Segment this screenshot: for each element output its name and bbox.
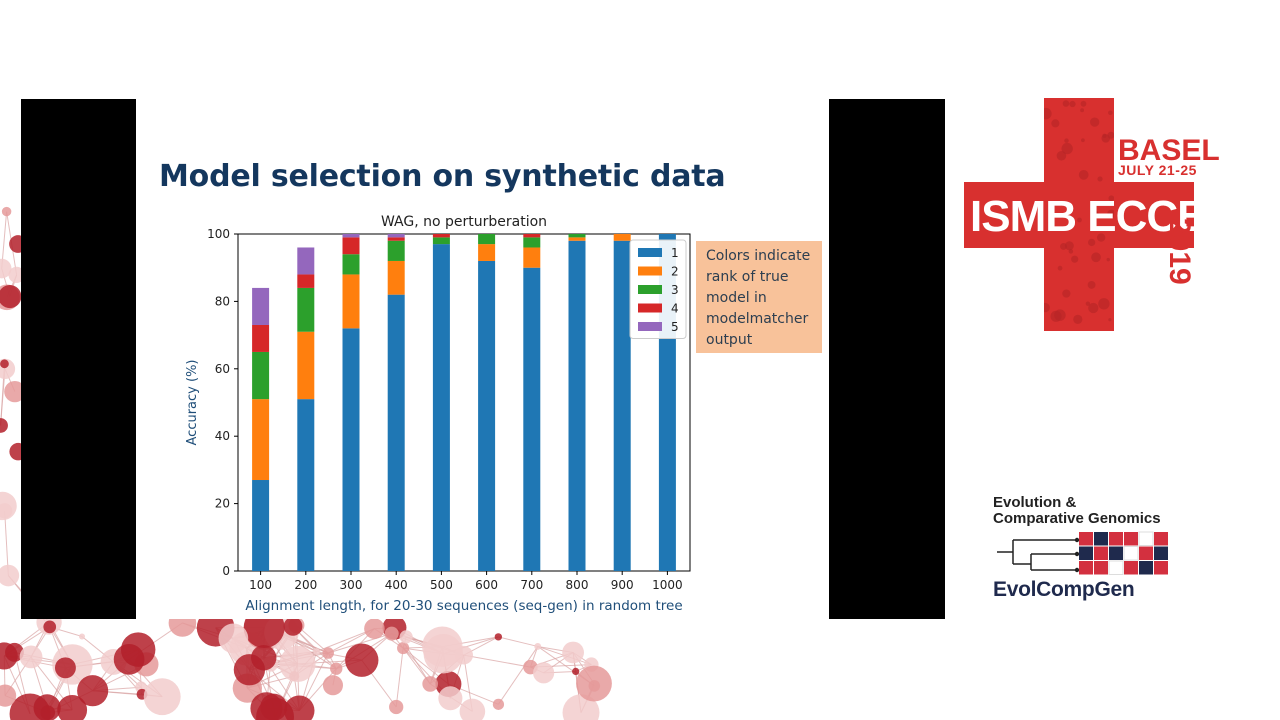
y-tick-label: 60 <box>215 362 230 376</box>
evol-line2: Comparative Genomics <box>993 510 1161 527</box>
legend-label: 1 <box>671 246 679 260</box>
bar-segment-4-200 <box>297 274 315 288</box>
y-tick-label: 0 <box>222 564 230 578</box>
logo-texture <box>1044 100 1114 324</box>
bar-segment-2-700 <box>523 247 541 268</box>
evol-line1: Evolution & <box>993 494 1077 511</box>
bar-segment-2-600 <box>478 244 496 261</box>
stacked-bar-chart: WAG, no perturberation 0 20 40 60 80 100 Accura… <box>185 214 691 614</box>
bar-segment-4-500 <box>432 234 450 238</box>
bar-segment-4-300 <box>342 237 360 255</box>
bar-segment-5-200 <box>297 247 315 275</box>
bar-segment-2-300 <box>342 274 360 329</box>
evolcompgen-logo: Evolution & Comparative Genomics EvolCom… <box>993 494 1173 604</box>
bar-segment-3-200 <box>297 287 315 332</box>
x-tick-label: 900 <box>611 578 634 592</box>
ismb-eccb-logo: ISMB ECCB BASEL JULY 21-25 2019 iSCB INT… <box>960 98 1230 333</box>
legend-swatch-3 <box>638 285 662 294</box>
bar-segment-2-800 <box>568 237 586 241</box>
bar-segment-5-400 <box>387 234 405 238</box>
video-letterbox-left <box>21 99 136 619</box>
x-tick-label: 300 <box>340 578 363 592</box>
bar-segment-2-400 <box>387 260 405 295</box>
bar-segment-1-500 <box>432 244 450 572</box>
slide-title: Model selection on synthetic data <box>159 159 726 194</box>
bar-segment-5-300 <box>342 234 360 238</box>
bar-segment-2-900 <box>613 234 631 241</box>
plot-frame <box>237 233 691 572</box>
legend-swatch-4 <box>638 303 662 313</box>
legend-label: 5 <box>671 320 679 334</box>
bar-segment-1-900 <box>613 240 631 572</box>
iscb-mark: iSCB <box>966 258 1019 284</box>
bar-segment-1-300 <box>342 328 360 571</box>
bar-segment-3-800 <box>568 234 586 238</box>
bar-segment-4-100 <box>252 324 270 352</box>
x-axis-label: Alignment length, for 20-30 sequences (s… <box>245 598 682 614</box>
bar-segment-3-500 <box>432 237 450 245</box>
bar-segment-3-300 <box>342 254 360 275</box>
logo-cross-horizontal <box>964 182 1194 248</box>
chart-title: WAG, no perturberation <box>381 214 547 230</box>
x-tick-label: 100 <box>249 578 272 592</box>
bar-segment-1-400 <box>387 294 405 571</box>
legend-label: 3 <box>671 283 679 297</box>
x-tick-label: 800 <box>566 578 589 592</box>
ismb-dates: JULY 21-25 <box>1118 162 1197 178</box>
y-tick-label: 80 <box>215 294 230 308</box>
y-tick-label: 100 <box>207 227 230 241</box>
bar-segment-3-600 <box>478 234 496 245</box>
x-tick-label: 700 <box>520 578 543 592</box>
ismb-eccb-wordmark: ISMB ECCB <box>970 192 1209 241</box>
video-letterbox-right <box>829 99 945 619</box>
bar-segment-1-700 <box>523 267 541 571</box>
bar-segment-5-100 <box>252 287 270 325</box>
x-tick-label: 500 <box>430 578 453 592</box>
y-tick-label: 40 <box>215 429 230 443</box>
bar-segment-4-700 <box>523 234 541 238</box>
legend-label: 2 <box>671 265 679 279</box>
bar-segment-3-700 <box>523 237 541 248</box>
x-tick-label: 200 <box>294 578 317 592</box>
bar-segment-1-200 <box>297 399 315 571</box>
evol-name: EvolCompGen <box>993 578 1135 601</box>
x-tick-label: 400 <box>385 578 408 592</box>
legend-swatch-1 <box>638 248 662 257</box>
x-tick-label: 1000 <box>652 578 683 592</box>
bar-segment-3-100 <box>252 351 270 400</box>
y-axis-label: Accuracy (%) <box>185 360 200 446</box>
x-tick-label: 600 <box>475 578 498 592</box>
legend-label: 4 <box>671 302 679 316</box>
slide-panel: Model selection on synthetic data WAG, n… <box>136 99 829 619</box>
bar-segment-1-100 <box>252 480 270 571</box>
iscb-full-name: INTERNATIONAL SOCIETY FOR COMPUTATIONAL … <box>966 286 1041 298</box>
legend-swatch-2 <box>638 266 662 276</box>
ismb-city: BASEL <box>1118 134 1220 167</box>
bar-segment-4-400 <box>387 237 405 241</box>
bar-segment-1-600 <box>478 260 496 571</box>
bar-segment-1-800 <box>568 240 586 572</box>
bar-segment-2-100 <box>252 399 270 481</box>
bar-segment-3-400 <box>387 240 405 261</box>
legend-swatch-5 <box>638 322 662 331</box>
bar-segment-2-200 <box>297 331 315 400</box>
tree-grid-graphic <box>997 531 1168 575</box>
note-box: Colors indicate rank of true model in mo… <box>696 241 822 353</box>
ismb-year: 2019 <box>1163 218 1196 285</box>
y-tick-label: 20 <box>215 497 230 511</box>
